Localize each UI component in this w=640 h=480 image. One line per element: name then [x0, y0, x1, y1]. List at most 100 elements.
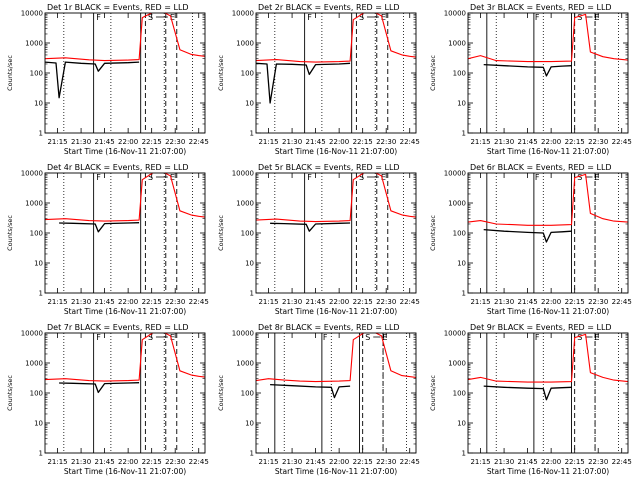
series-group [468, 13, 628, 77]
x-tick-label: 21:15 [47, 138, 67, 146]
x-tick-label: 22:00 [329, 138, 349, 146]
x-tick-label: 22:45 [400, 458, 420, 466]
y-axis-label: Counts/sec [6, 55, 14, 91]
x-tick-label: 21:45 [95, 138, 115, 146]
y-tick-label: 1000 [236, 360, 254, 368]
y-tick-label: 100 [453, 230, 466, 238]
y-tick-label: 1000 [236, 40, 254, 48]
event-marker-label: S [577, 13, 582, 22]
lld-series-line [45, 173, 205, 222]
y-tick-label: 1000 [236, 200, 254, 208]
x-tick-label: 21:45 [518, 298, 538, 306]
x-ticks: 21:15 21:30 21:45 22:00 22:15 22:30 22:45 [47, 13, 209, 146]
y-tick-label: 10 [245, 420, 254, 428]
y-ticks: 1 10 100 1000 10000 [232, 170, 416, 298]
panel-title: Det 3r BLACK = Events, RED = LLD [470, 3, 612, 12]
x-tick-label: 21:30 [282, 458, 302, 466]
event-lines [63, 333, 193, 453]
x-tick-label: 21:30 [71, 298, 91, 306]
plot-frame [255, 12, 417, 134]
detector-panel: Det 1r BLACK = Events, RED = LLD Counts/s… [6, 3, 209, 156]
y-tick-label: 10000 [232, 330, 254, 338]
event-lines [274, 173, 404, 293]
series-group [256, 333, 416, 399]
event-marker-label: S [148, 13, 153, 22]
event-marker-label: E [382, 333, 387, 342]
event-lines [486, 333, 619, 453]
x-axis-label: Start Time (16-Nov-11 21:07:00) [275, 467, 397, 476]
y-tick-label: 10000 [21, 10, 43, 18]
x-tick-label: 21:15 [258, 458, 278, 466]
x-tick-label: 22:15 [142, 458, 162, 466]
event-marker-label: E [594, 173, 599, 182]
series-group [468, 173, 628, 243]
panel-title: Det 4r BLACK = Events, RED = LLD [47, 163, 189, 172]
event-marker-label: F [307, 13, 312, 22]
plot-frame [255, 172, 417, 294]
event-marker-label: S [359, 13, 364, 22]
event-marker-label: S [577, 173, 582, 182]
y-tick-label: 100 [241, 390, 254, 398]
x-tick-label: 22:30 [376, 298, 396, 306]
event-marker-label: S [359, 173, 364, 182]
event-marker-label: E [594, 333, 599, 342]
x-ticks: 21:15 21:30 21:45 22:00 22:15 22:30 22:45 [470, 333, 632, 466]
x-tick-label: 21:30 [71, 458, 91, 466]
y-ticks: 1 10 100 1000 10000 [21, 10, 205, 138]
x-tick-label: 21:45 [306, 298, 326, 306]
event-lines [486, 173, 619, 293]
x-tick-label: 22:15 [353, 458, 373, 466]
y-tick-label: 1000 [448, 200, 466, 208]
x-tick-label: 22:15 [142, 298, 162, 306]
detector-panel: Det 9r BLACK = Events, RED = LLD Counts/s… [429, 323, 632, 476]
x-tick-label: 22:30 [165, 138, 185, 146]
plot-frame [467, 172, 629, 294]
event-marker-label: E [170, 333, 175, 342]
panel-title: Det 5r BLACK = Events, RED = LLD [258, 163, 400, 172]
series-group [256, 173, 416, 232]
y-tick-label: 10 [457, 100, 466, 108]
y-ticks: 1 10 100 1000 10000 [232, 10, 416, 138]
x-tick-label: 22:30 [588, 458, 608, 466]
event-lines [63, 13, 193, 133]
x-tick-label: 21:30 [282, 138, 302, 146]
x-tick-label: 22:00 [541, 138, 561, 146]
y-axis-label: Counts/sec [429, 215, 437, 251]
y-tick-label: 10000 [232, 10, 254, 18]
x-axis-label: Start Time (16-Nov-11 21:07:00) [64, 307, 186, 316]
x-ticks: 21:15 21:30 21:45 22:00 22:15 22:30 22:45 [258, 333, 420, 466]
x-tick-label: 22:15 [353, 138, 373, 146]
event-marker-label: F [96, 173, 101, 182]
events-series-line [483, 385, 572, 401]
event-marker-label: E [381, 13, 386, 22]
event-marker-label: F [535, 13, 540, 22]
plot-frame [44, 332, 206, 454]
x-tick-label: 22:00 [541, 458, 561, 466]
event-marker-label: S [365, 333, 370, 342]
event-marker-label: S [577, 333, 582, 342]
x-tick-label: 22:45 [612, 298, 632, 306]
y-tick-label: 1 [462, 450, 466, 458]
x-tick-label: 21:45 [95, 298, 115, 306]
y-tick-label: 10 [34, 100, 43, 108]
x-tick-label: 22:30 [376, 138, 396, 146]
x-tick-label: 22:00 [118, 458, 138, 466]
y-tick-label: 10 [245, 260, 254, 268]
x-tick-label: 22:15 [353, 298, 373, 306]
y-tick-label: 1 [39, 130, 43, 138]
lld-series-line [468, 173, 628, 226]
panel-title: Det 8r BLACK = Events, RED = LLD [258, 323, 400, 332]
event-marker-label: E [594, 13, 599, 22]
y-ticks: 1 10 100 1000 10000 [444, 330, 628, 458]
y-tick-label: 10 [457, 260, 466, 268]
event-marker-label: E [170, 173, 175, 182]
y-tick-label: 1 [250, 290, 254, 298]
x-tick-label: 22:45 [400, 298, 420, 306]
x-tick-label: 21:30 [494, 298, 514, 306]
